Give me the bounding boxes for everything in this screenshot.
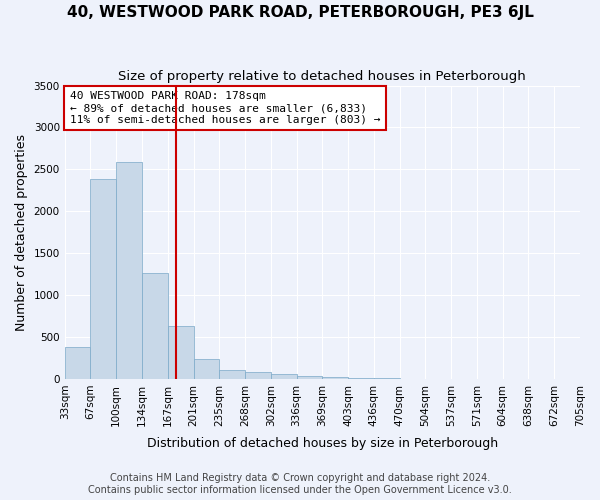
Bar — [322, 377, 348, 379]
Text: Contains HM Land Registry data © Crown copyright and database right 2024.
Contai: Contains HM Land Registry data © Crown c… — [88, 474, 512, 495]
Title: Size of property relative to detached houses in Peterborough: Size of property relative to detached ho… — [118, 70, 526, 83]
Bar — [142, 274, 168, 379]
Bar — [271, 374, 296, 379]
Bar — [348, 378, 374, 379]
Bar — [116, 162, 142, 379]
Text: 40 WESTWOOD PARK ROAD: 178sqm
← 89% of detached houses are smaller (6,833)
11% o: 40 WESTWOOD PARK ROAD: 178sqm ← 89% of d… — [70, 92, 380, 124]
Bar — [296, 376, 322, 379]
Text: 40, WESTWOOD PARK ROAD, PETERBOROUGH, PE3 6JL: 40, WESTWOOD PARK ROAD, PETERBOROUGH, PE… — [67, 5, 533, 20]
Bar — [193, 359, 219, 379]
Bar — [65, 347, 91, 379]
Bar — [374, 378, 400, 379]
Bar — [91, 178, 116, 379]
Bar — [168, 326, 193, 379]
X-axis label: Distribution of detached houses by size in Peterborough: Distribution of detached houses by size … — [147, 437, 498, 450]
Bar — [245, 372, 271, 379]
Y-axis label: Number of detached properties: Number of detached properties — [15, 134, 28, 330]
Bar — [219, 370, 245, 379]
